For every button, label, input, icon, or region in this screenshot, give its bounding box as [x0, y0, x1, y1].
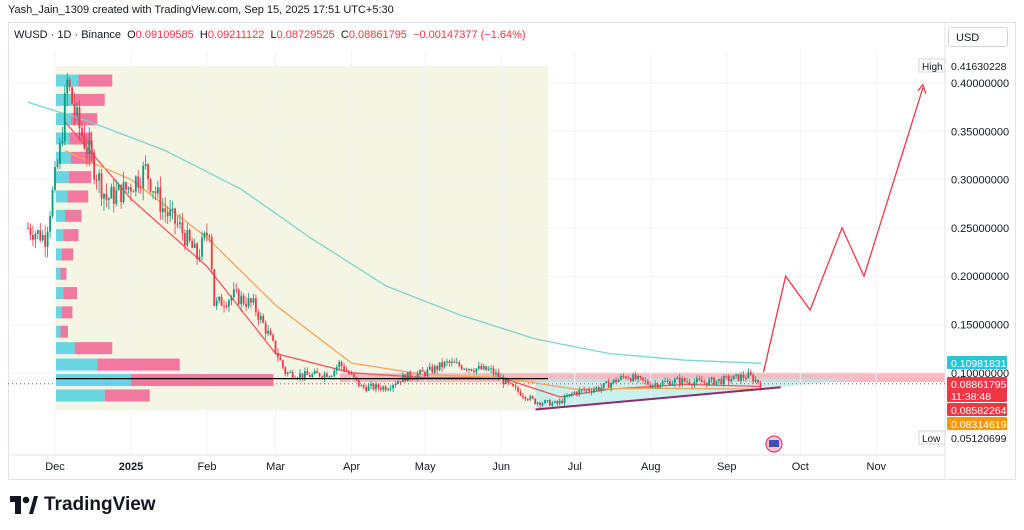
high-label: H: [199, 29, 208, 41]
ohlc-legend: WUSD · 1D · Binance O0.09109585 H0.09211…: [14, 29, 526, 41]
tradingview-logo-icon: [10, 496, 38, 514]
attribution-text: Yash_Jain_1309 created with TradingView.…: [8, 4, 394, 16]
close-value: 0.08861795: [348, 29, 407, 41]
open-label: O: [127, 29, 136, 41]
currency-button[interactable]: USD: [948, 27, 1008, 47]
change-value: −0.00147377 (−1.64%): [413, 29, 526, 41]
open-value: 0.09109585: [135, 29, 194, 41]
close-label: C: [340, 29, 349, 41]
low-value: 0.08729525: [276, 29, 335, 41]
low-label: L: [270, 29, 277, 41]
chart-frame: [8, 22, 1016, 480]
tradingview-logo[interactable]: TradingView: [10, 494, 156, 516]
tradingview-logo-text: TradingView: [44, 494, 156, 515]
high-value: 0.09211122: [207, 29, 265, 41]
symbol-label[interactable]: WUSD · 1D · Binance: [14, 29, 121, 41]
